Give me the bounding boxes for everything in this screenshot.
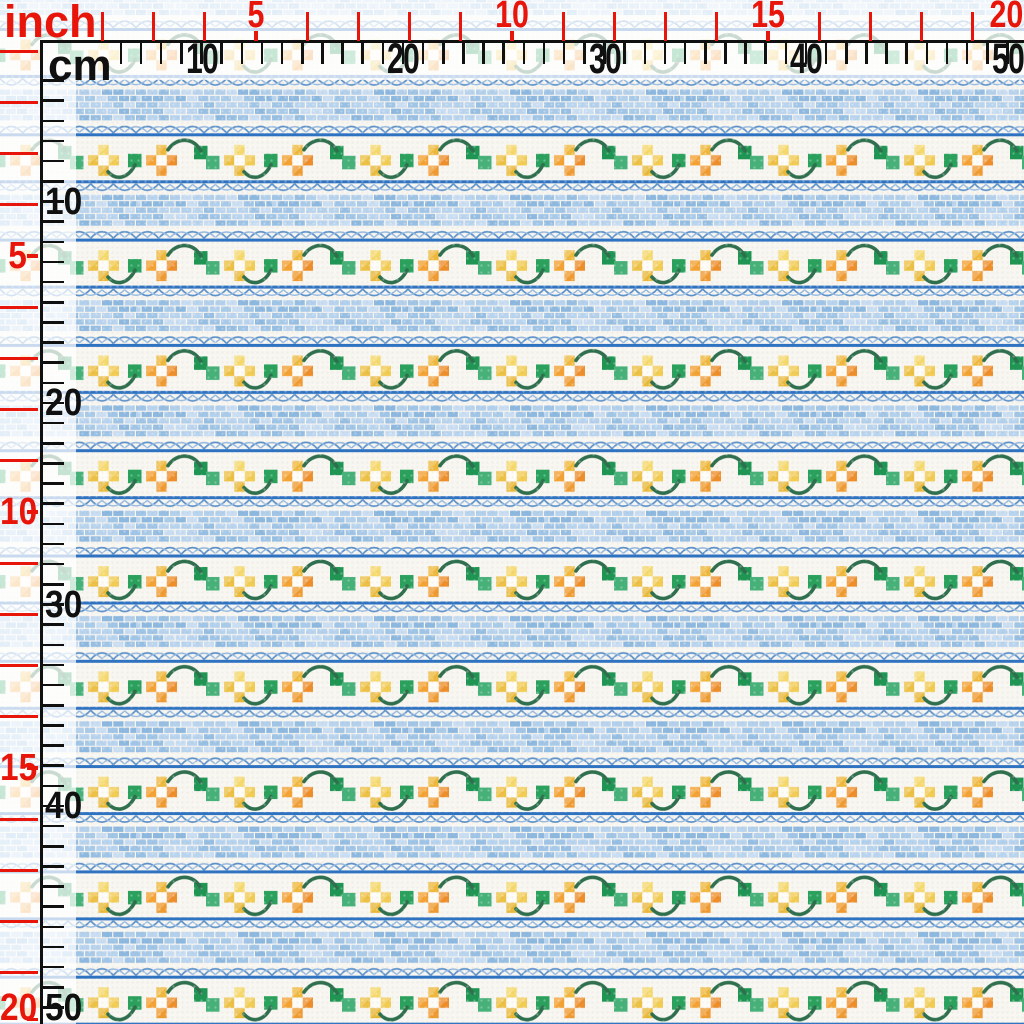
- top-ruler-backdrop: [0, 0, 1024, 80]
- left-ruler-backdrop: [0, 80, 76, 1024]
